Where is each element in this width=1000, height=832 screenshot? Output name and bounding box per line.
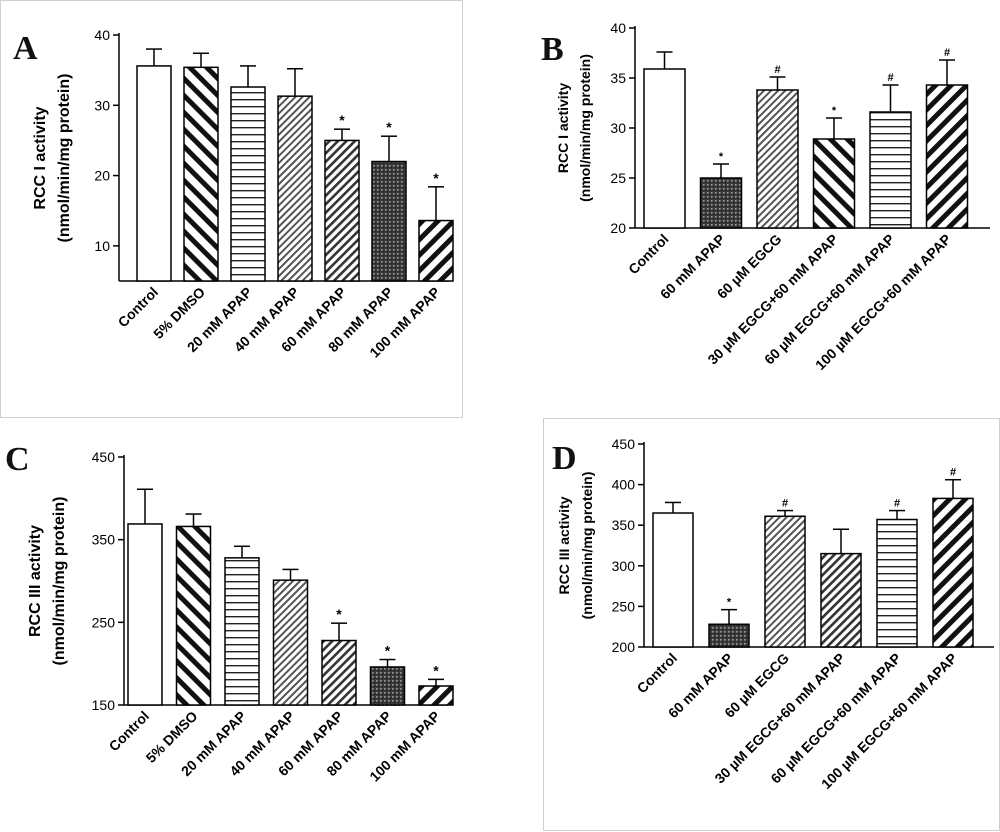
significance-marker: * (336, 606, 342, 622)
category-label: Control (634, 650, 681, 697)
y-axis-unit-label: (nmol/min/mg protein) (579, 472, 595, 620)
panel-letter: C (5, 441, 30, 478)
bar (418, 219, 454, 282)
y-axis-unit-label: (nmol/min/mg protein) (51, 497, 68, 666)
bar (277, 95, 313, 282)
bar (764, 515, 806, 648)
significance-marker: # (944, 47, 950, 59)
significance-marker: * (385, 643, 391, 659)
y-tick-label: 200 (612, 639, 636, 655)
bar (183, 66, 219, 282)
category-label: Control (106, 708, 153, 755)
significance-marker: # (950, 467, 956, 479)
bar (643, 68, 686, 229)
significance-marker: * (832, 105, 837, 117)
y-tick-label: 35 (610, 70, 626, 86)
y-tick-label: 350 (92, 532, 116, 548)
significance-marker: # (887, 72, 893, 84)
panel-letter: A (13, 30, 38, 67)
significance-marker: * (719, 151, 724, 163)
chart-c: C RCC III activity (nmol/min/mg protein) 15… (5, 441, 454, 785)
y-tick-label: 30 (94, 97, 110, 113)
panel-a: A RCC I activity (nmol/min/mg protein) 10 20… (0, 0, 463, 418)
y-tick-label: 25 (610, 170, 626, 186)
y-tick-label: 30 (610, 120, 626, 136)
y-tick-label: 250 (612, 598, 636, 614)
bar (756, 89, 799, 229)
chart-b: B RCC I activity (nmol/min/mg protein) 20 25… (541, 20, 990, 373)
panel-letter: D (552, 440, 577, 477)
y-axis-unit-label: (nmol/min/mg protein) (56, 74, 73, 243)
y-tick-label: 20 (94, 168, 110, 184)
panel-d: D RCC III activity (nmol/min/mg protein) 20… (543, 418, 1000, 831)
bar (127, 523, 163, 706)
panel-b: B RCC I activity (nmol/min/mg protein) 20 25… (535, 0, 1000, 418)
bar (876, 518, 918, 648)
bar (136, 65, 172, 282)
bar (708, 623, 750, 648)
bar (369, 666, 406, 706)
y-axis-label: RCC III activity (556, 496, 572, 594)
bar (324, 139, 360, 282)
bar (418, 685, 454, 706)
significance-marker: # (782, 498, 788, 510)
y-tick-label: 350 (612, 517, 636, 533)
y-axis-label: RCC III activity (27, 525, 44, 637)
chart-a: A RCC I activity (nmol/min/mg protein) 10 20… (13, 27, 454, 361)
bar (321, 639, 357, 706)
y-axis-unit-label: (nmol/min/mg protein) (577, 54, 593, 202)
bar (932, 497, 974, 648)
bar (925, 84, 969, 229)
bar (820, 552, 862, 648)
panel-letter: B (541, 31, 564, 68)
bar (272, 579, 309, 706)
y-tick-label: 40 (610, 20, 626, 36)
bar (869, 111, 912, 229)
y-tick-label: 450 (612, 436, 636, 452)
bar (224, 557, 260, 706)
y-tick-label: 450 (92, 449, 116, 465)
significance-marker: * (433, 170, 439, 186)
y-tick-label: 20 (610, 220, 626, 236)
category-label: Control (625, 231, 672, 278)
y-tick-label: 150 (92, 697, 116, 713)
significance-marker: # (774, 64, 780, 76)
significance-marker: * (339, 112, 345, 128)
bar (175, 525, 212, 706)
panel-c: C RCC III activity (nmol/min/mg protein) 15… (0, 420, 463, 831)
bar (812, 138, 856, 229)
chart-d: D RCC III activity (nmol/min/mg protein) 20… (552, 436, 994, 792)
significance-marker: * (727, 597, 732, 609)
y-tick-label: 250 (92, 614, 116, 630)
category-label: Control (115, 284, 162, 331)
y-axis-label: RCC I activity (555, 83, 571, 173)
significance-marker: * (386, 119, 392, 135)
significance-marker: # (894, 498, 900, 510)
y-tick-label: 40 (94, 27, 110, 43)
bar (230, 86, 266, 282)
bar (699, 177, 743, 229)
y-tick-label: 10 (94, 238, 110, 254)
bar (652, 512, 694, 648)
y-tick-label: 400 (612, 477, 636, 493)
significance-marker: * (433, 662, 439, 678)
bar (371, 160, 407, 282)
y-tick-label: 300 (612, 558, 636, 574)
y-axis-label: RCC I activity (32, 106, 49, 209)
